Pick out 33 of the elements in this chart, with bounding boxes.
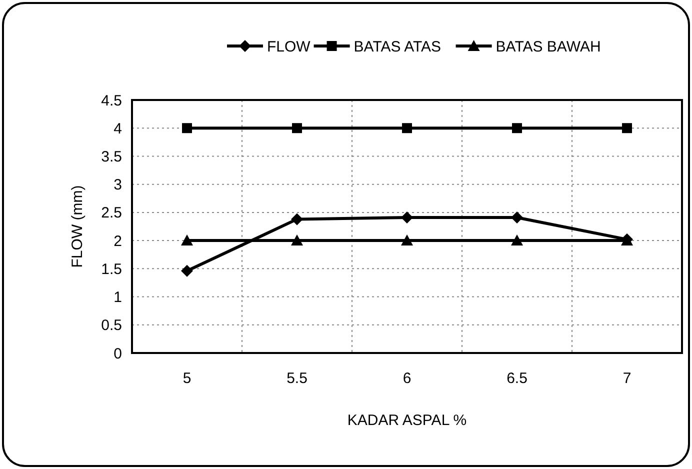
legend-label: BATAS BAWAH bbox=[496, 38, 601, 56]
point bbox=[181, 234, 193, 246]
point bbox=[401, 212, 413, 224]
y-tick-label: 2 bbox=[114, 232, 122, 250]
point bbox=[402, 123, 412, 134]
y-tick-label: 1.5 bbox=[101, 260, 122, 278]
point bbox=[291, 213, 303, 226]
legend-label: FLOW bbox=[267, 38, 312, 56]
point bbox=[622, 123, 632, 134]
point bbox=[512, 123, 522, 134]
y-tick-label: 4 bbox=[114, 120, 122, 138]
x-axis-title: KADAR ASPAL % bbox=[347, 412, 467, 429]
point bbox=[181, 264, 193, 277]
y-tick-label: 0.5 bbox=[101, 317, 122, 334]
x-tick-label: 6 bbox=[402, 370, 412, 387]
x-tick-label: 5.5 bbox=[286, 370, 308, 387]
y-tick-label: 2.5 bbox=[101, 204, 122, 222]
y-tick-label: 4.5 bbox=[101, 92, 122, 110]
point bbox=[182, 123, 192, 134]
y-tick-label: 3.5 bbox=[101, 148, 122, 166]
x-tick-label: 7 bbox=[622, 370, 632, 387]
point bbox=[291, 234, 303, 246]
x-tick-label: 5 bbox=[182, 370, 192, 387]
y-tick-label: 3 bbox=[114, 176, 122, 194]
point bbox=[511, 212, 523, 224]
point bbox=[292, 123, 302, 134]
x-tick-label: 6.5 bbox=[506, 370, 528, 387]
y-tick-label: 1 bbox=[114, 289, 122, 306]
legend-label: BATAS ATAS bbox=[354, 38, 442, 56]
y-tick-label: 0 bbox=[114, 345, 122, 362]
point bbox=[401, 234, 413, 246]
y-axis-title: FLOW (mm) bbox=[69, 185, 86, 268]
point bbox=[511, 234, 523, 246]
